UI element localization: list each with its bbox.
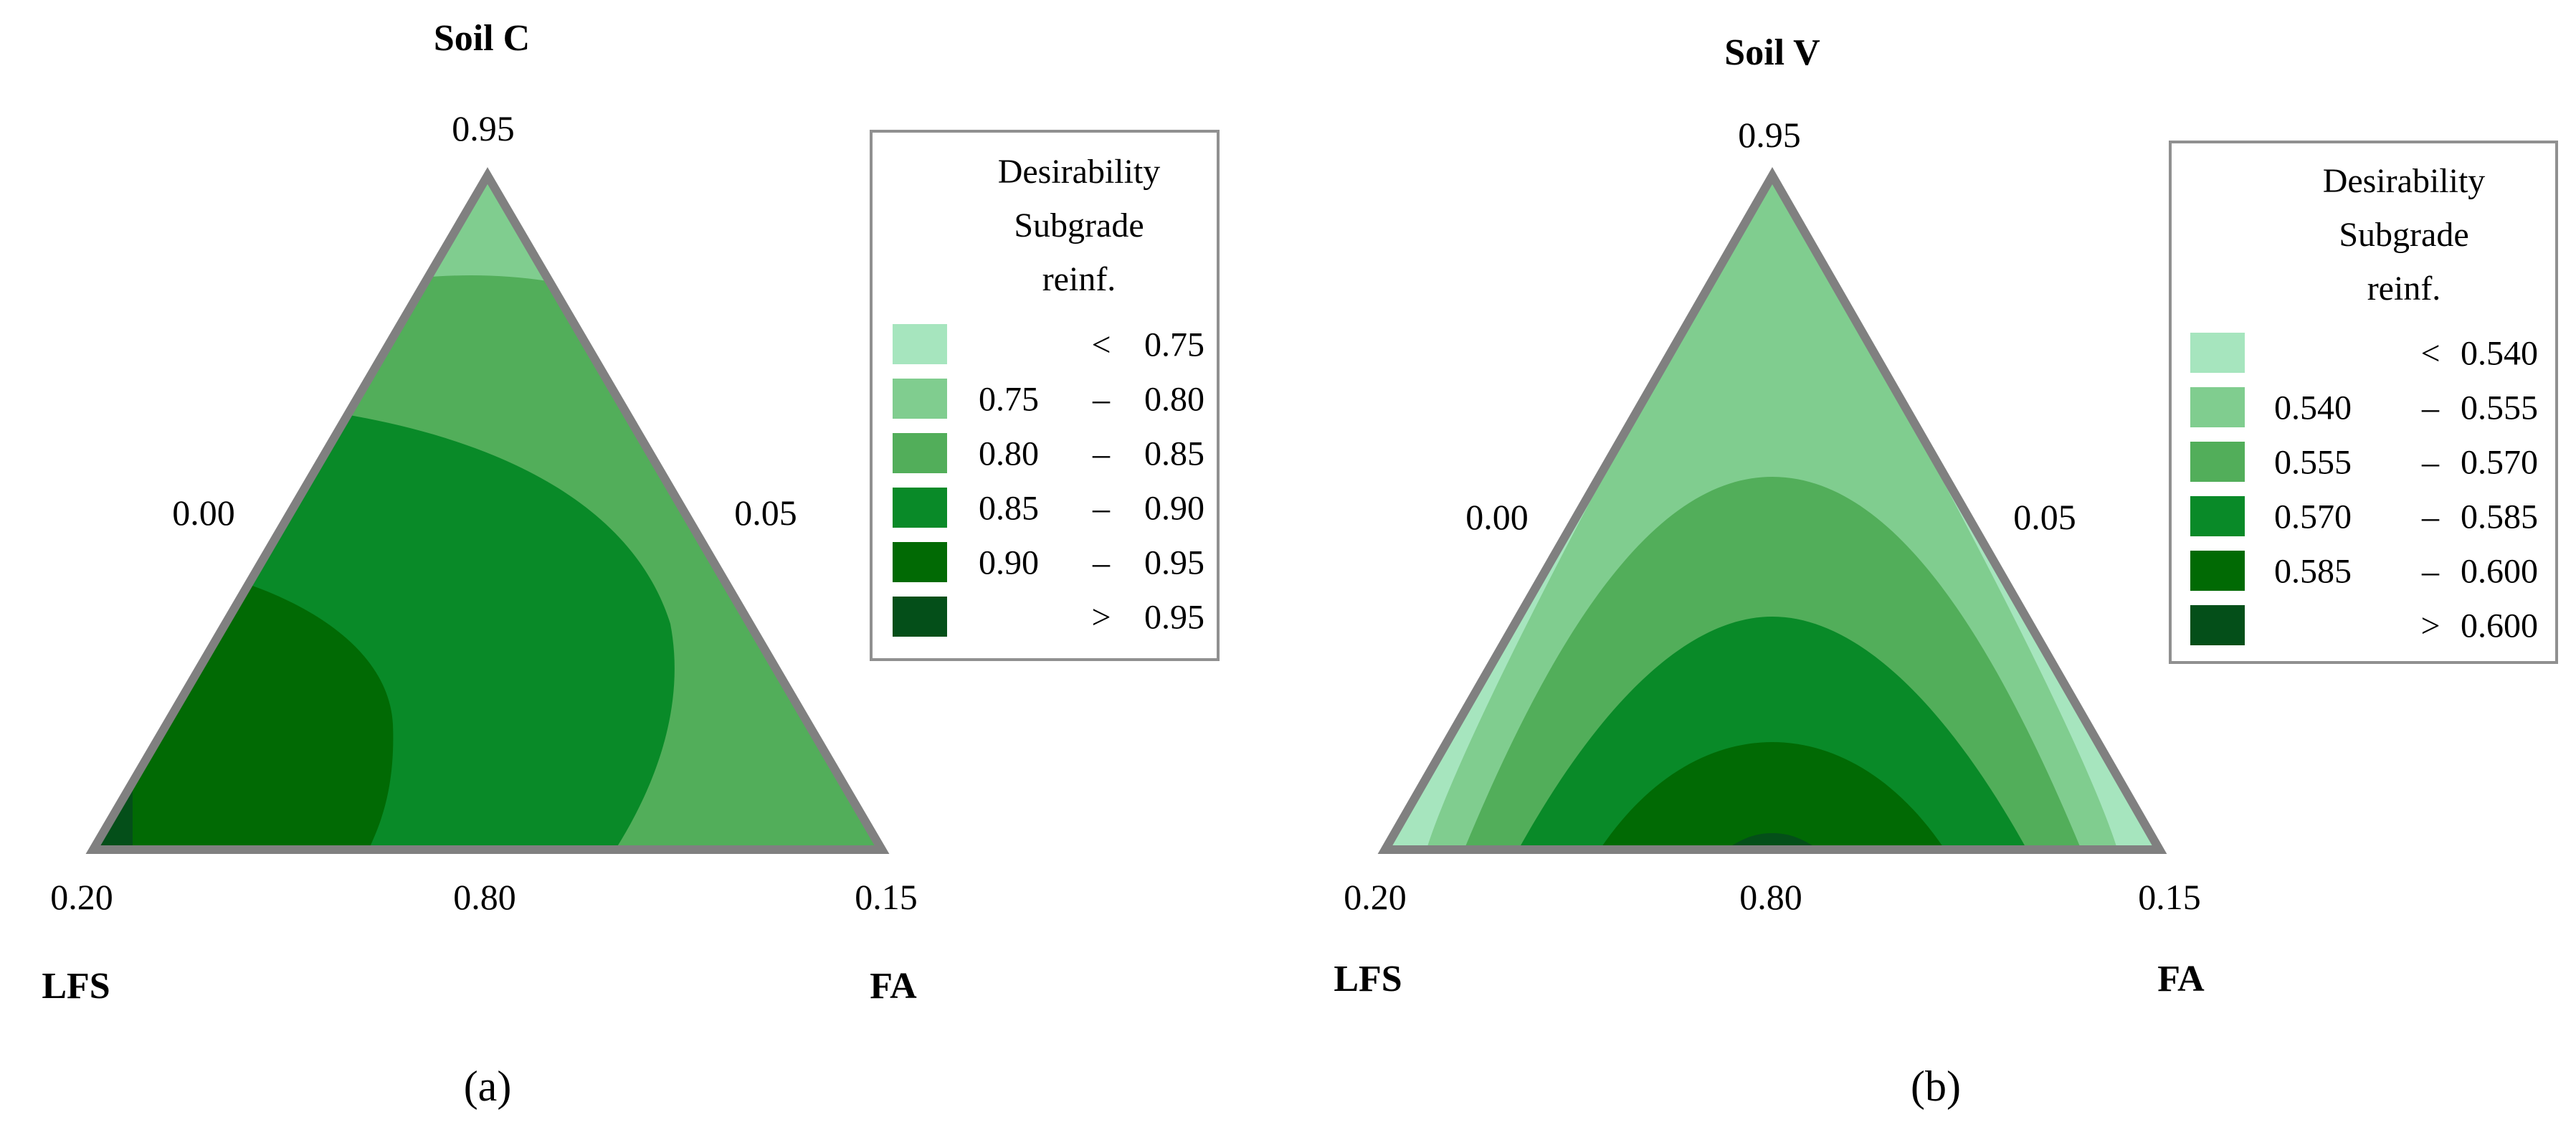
legend-swatch xyxy=(2190,496,2245,536)
component-label-lfs: LFS xyxy=(42,966,110,1007)
legend-items: <0.5400.540–0.5550.555–0.5700.570–0.5850… xyxy=(2190,333,2538,645)
legend-title-line-1: Desirability xyxy=(2323,162,2486,200)
panel-label: (b) xyxy=(1911,1063,1961,1110)
legend-range-separator: – xyxy=(1092,380,1111,418)
legend-range-high: 0.95 xyxy=(1144,598,1204,636)
apex-value-label: 0.95 xyxy=(452,108,515,148)
legend-range-separator: – xyxy=(1092,489,1111,527)
legend-items: <0.750.75–0.800.80–0.850.85–0.900.90–0.9… xyxy=(893,324,1204,637)
legend-range-separator: – xyxy=(1092,434,1111,472)
legend-swatch xyxy=(2190,605,2245,645)
legend-title-line-2: Subgrade xyxy=(2339,216,2468,254)
legend-range-low: 0.555 xyxy=(2274,443,2352,481)
legend-range-high: 0.600 xyxy=(2461,552,2538,590)
legend-swatch xyxy=(893,488,947,528)
legend-swatch xyxy=(2190,442,2245,482)
legend-range-high: 0.555 xyxy=(2461,389,2538,427)
legend-range-high: 0.85 xyxy=(1144,434,1204,472)
legend-swatch xyxy=(893,379,947,419)
legend-title-line-2: Subgrade xyxy=(1014,206,1144,244)
component-label-fa: FA xyxy=(870,966,917,1007)
bottom-mid-value-label: 0.80 xyxy=(1739,877,1802,917)
legend-swatch xyxy=(2190,333,2245,373)
legend-range-separator: > xyxy=(1091,598,1111,636)
legend-range-separator: – xyxy=(1092,543,1111,581)
legend-range-high: 0.90 xyxy=(1144,489,1204,527)
panel-b: Soil V 0.95 0.00 0.05 0.20 0.80 0.15 LFS… xyxy=(1334,32,2558,1110)
ternary-triangle-frame xyxy=(85,167,890,854)
legend: Desirability Subgrade reinf. <0.750.75–0… xyxy=(870,130,1220,661)
legend-range-separator: < xyxy=(2420,334,2440,372)
ternary-triangle-frame xyxy=(1377,166,2167,854)
legend-range-low: 0.75 xyxy=(979,380,1039,418)
legend-swatch xyxy=(2190,551,2245,591)
legend-title-line-3: reinf. xyxy=(2367,270,2441,308)
chart-title: Soil C xyxy=(434,18,530,59)
contour-band-075-080 xyxy=(358,176,789,301)
right-edge-value-label: 0.05 xyxy=(2013,497,2076,537)
legend-swatch xyxy=(893,433,947,473)
right-edge-value-label: 0.05 xyxy=(734,493,797,533)
legend-swatch xyxy=(893,324,947,364)
left-edge-value-label: 0.00 xyxy=(1465,497,1529,537)
contour-band-0570-0585 xyxy=(1516,617,2029,850)
bottom-mid-value-label: 0.80 xyxy=(453,877,516,917)
legend-range-high: 0.95 xyxy=(1144,543,1204,581)
bottom-left-value-label: 0.20 xyxy=(1344,877,1407,917)
legend-title-line-3: reinf. xyxy=(1042,260,1116,298)
legend-range-separator: – xyxy=(2421,552,2440,590)
legend: Desirability Subgrade reinf. <0.540 0.540… xyxy=(2169,141,2558,664)
legend-range-separator: < xyxy=(1091,326,1111,364)
bottom-right-value-label: 0.15 xyxy=(2138,877,2201,917)
apex-value-label: 0.95 xyxy=(1738,115,1801,155)
legend-range-low: 0.570 xyxy=(2274,498,2352,536)
legend-range-high: 0.80 xyxy=(1144,380,1204,418)
legend-range-high: 0.540 xyxy=(2461,334,2538,372)
legend-swatch xyxy=(2190,387,2245,427)
legend-range-low: 0.80 xyxy=(979,434,1039,472)
legend-range-high: 0.570 xyxy=(2461,443,2538,481)
legend-range-separator: – xyxy=(2421,443,2440,481)
legend-range-separator: – xyxy=(2421,498,2440,536)
legend-range-low: 0.540 xyxy=(2274,389,2352,427)
legend-swatch xyxy=(893,542,947,582)
legend-range-low: 0.585 xyxy=(2274,552,2352,590)
legend-range-high: 0.75 xyxy=(1144,326,1204,364)
component-label-fa: FA xyxy=(2157,959,2205,999)
bottom-right-value-label: 0.15 xyxy=(855,877,918,917)
component-label-lfs: LFS xyxy=(1334,959,1402,999)
chart-title: Soil V xyxy=(1724,32,1820,73)
panel-a: Soil C 0.95 0.00 0.05 0.20 0.80 0.15 LFS… xyxy=(42,18,1220,1110)
legend-range-separator: – xyxy=(2421,389,2440,427)
contour-band-0585-0600 xyxy=(1597,742,1947,850)
legend-range-low: 0.85 xyxy=(979,489,1039,527)
left-edge-value-label: 0.00 xyxy=(172,493,235,533)
panel-label: (a) xyxy=(464,1063,512,1110)
legend-range-separator: > xyxy=(2420,607,2440,645)
legend-range-high: 0.600 xyxy=(2461,607,2538,645)
legend-range-high: 0.585 xyxy=(2461,498,2538,536)
legend-title-line-1: Desirability xyxy=(998,153,1161,191)
legend-range-low: 0.90 xyxy=(979,543,1039,581)
legend-swatch xyxy=(893,597,947,637)
bottom-left-value-label: 0.20 xyxy=(50,877,113,917)
